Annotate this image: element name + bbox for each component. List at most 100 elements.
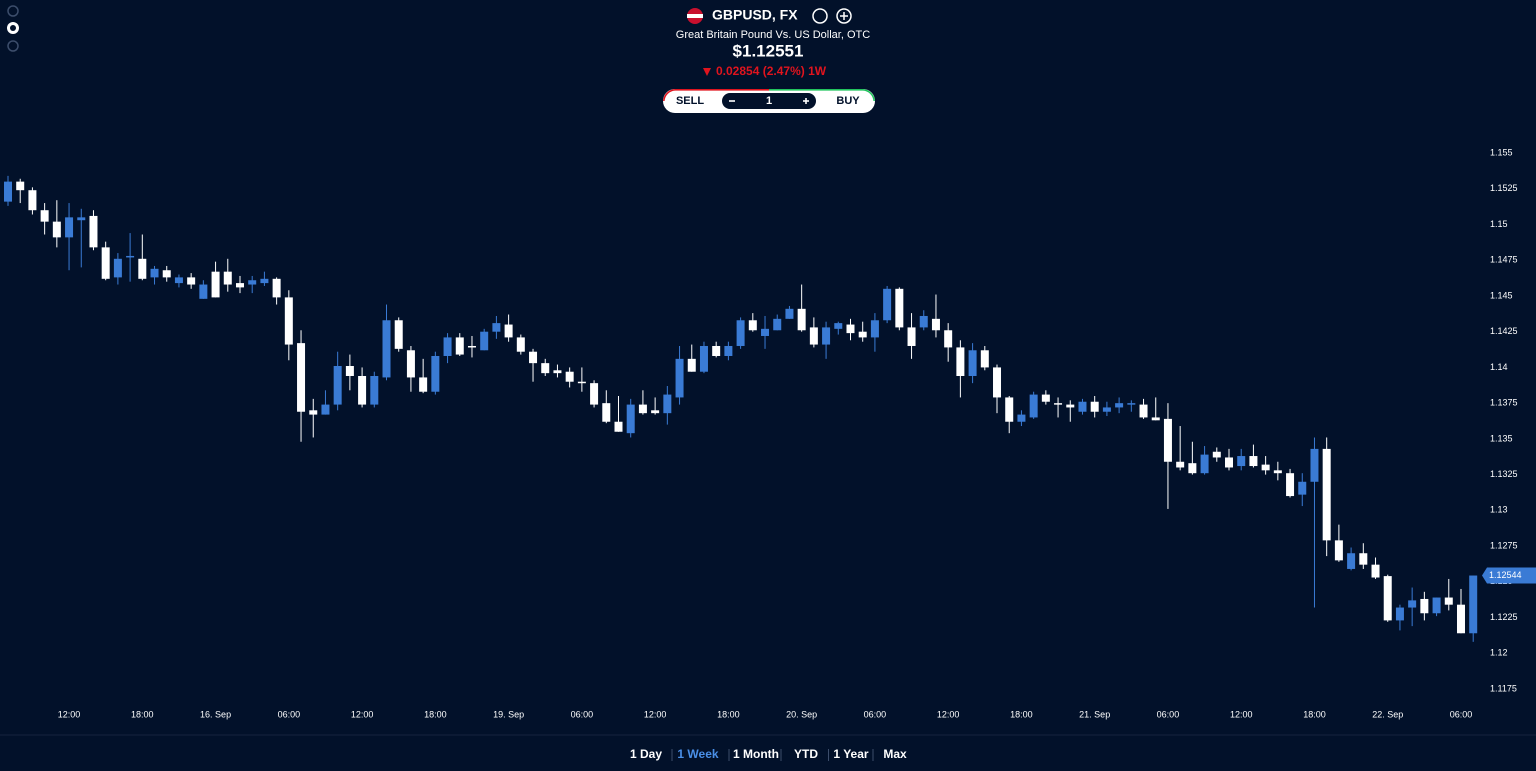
range-button[interactable]: YTD <box>794 747 818 761</box>
tool-icon[interactable] <box>7 40 19 52</box>
x-tick-label: 12:00 <box>351 709 374 719</box>
candle-body <box>28 190 37 211</box>
candle-body <box>846 324 855 334</box>
candle-body <box>199 284 208 299</box>
candle-body <box>260 278 269 284</box>
candle-body <box>1005 397 1014 422</box>
candle-body <box>1249 456 1258 467</box>
y-tick-label: 1.155 <box>1490 147 1513 157</box>
candle-body <box>1408 600 1417 608</box>
candle-body <box>1054 403 1063 405</box>
candle-body <box>724 345 733 356</box>
candle-body <box>1200 454 1209 474</box>
x-tick-label: 06:00 <box>571 709 594 719</box>
range-button[interactable]: 1 Month <box>733 747 779 761</box>
change: 0.02854 (2.47%) 1W <box>716 64 827 78</box>
y-tick-label: 1.1325 <box>1490 469 1518 479</box>
candle-body <box>993 367 1002 398</box>
candle-body <box>406 350 415 378</box>
candle-body <box>150 268 159 278</box>
candle-body <box>77 217 86 221</box>
candle-body <box>1286 473 1295 497</box>
candle-body <box>736 320 745 346</box>
candle-body <box>590 383 599 405</box>
candle-body <box>1078 401 1087 412</box>
candle-body <box>1090 401 1099 412</box>
candle-body <box>529 351 538 364</box>
candle-body <box>333 365 342 405</box>
range-button[interactable]: 1 Day <box>630 747 662 761</box>
candle-body <box>1115 403 1124 408</box>
x-tick-label: 06:00 <box>864 709 887 719</box>
x-tick-label: 22. Sep <box>1372 709 1403 719</box>
candle-body <box>748 320 757 331</box>
candle-body <box>52 221 61 238</box>
add-button[interactable] <box>836 8 852 24</box>
y-tick-label: 1.1475 <box>1490 255 1518 265</box>
x-tick-label: 12:00 <box>58 709 81 719</box>
candle-body <box>211 271 220 298</box>
candle-body <box>174 277 183 284</box>
candle-body <box>761 328 770 336</box>
candle-body <box>370 376 379 405</box>
candle-body <box>126 255 135 258</box>
range-button[interactable]: 1 Week <box>677 747 718 761</box>
buy-button[interactable]: BUY <box>836 95 860 107</box>
y-tick-label: 1.1425 <box>1490 326 1518 336</box>
candle-body <box>455 337 464 355</box>
y-tick-label: 1.1225 <box>1490 612 1518 622</box>
candle-body <box>101 247 110 279</box>
y-tick-label: 1.15 <box>1490 219 1508 229</box>
candle-body <box>1127 403 1136 405</box>
search-button[interactable] <box>812 8 828 24</box>
quantity[interactable]: 1 <box>766 95 772 107</box>
candle-body <box>712 345 721 356</box>
candle-body <box>565 371 574 382</box>
y-tick-label: 1.1275 <box>1490 540 1518 550</box>
candle-body <box>1420 598 1429 614</box>
candle-body <box>944 330 953 348</box>
y-tick-label: 1.1525 <box>1490 183 1518 193</box>
candle-body <box>431 355 440 392</box>
range-button[interactable]: Max <box>883 747 907 761</box>
candle-body <box>1456 604 1465 634</box>
candle-body <box>822 327 831 345</box>
candle-body <box>16 181 25 191</box>
candle-body <box>541 363 550 374</box>
candle-body <box>1273 470 1282 474</box>
candle-body <box>1029 394 1038 418</box>
candle-body <box>907 327 916 346</box>
candle-body <box>1395 607 1404 621</box>
candle-body <box>663 394 672 414</box>
candle-body <box>577 381 586 384</box>
candle-body <box>1139 404 1148 418</box>
candle-body <box>1163 418 1172 462</box>
tool-icon[interactable] <box>7 5 19 17</box>
range-button[interactable]: 1 Year <box>833 747 868 761</box>
x-tick-label: 12:00 <box>1230 709 1253 719</box>
x-tick-label: 19. Sep <box>493 709 524 719</box>
candle-body <box>1432 597 1441 614</box>
candle-body <box>626 404 635 434</box>
y-tick-label: 1.12 <box>1490 648 1508 658</box>
quantity-stepper <box>722 93 816 109</box>
last-value-marker <box>1482 567 1536 584</box>
candle-body <box>138 258 147 279</box>
candle-body <box>358 376 367 405</box>
candle-body <box>858 331 867 338</box>
candle-body <box>1359 553 1368 565</box>
x-tick-label: 18:00 <box>424 709 447 719</box>
candle-body <box>1444 597 1453 605</box>
subtitle: Great Britain Pound Vs. US Dollar, OTC <box>676 29 870 41</box>
candle-body <box>297 343 306 412</box>
candle-body <box>919 315 928 328</box>
candle-body <box>89 215 98 248</box>
candle-body <box>797 308 806 331</box>
candle-body <box>1041 394 1050 402</box>
candle-body <box>4 181 12 202</box>
candle-body <box>870 320 879 338</box>
candle-body <box>235 283 244 288</box>
candle-body <box>699 345 708 372</box>
sell-button[interactable]: SELL <box>676 95 704 107</box>
x-tick-label: 12:00 <box>937 709 960 719</box>
